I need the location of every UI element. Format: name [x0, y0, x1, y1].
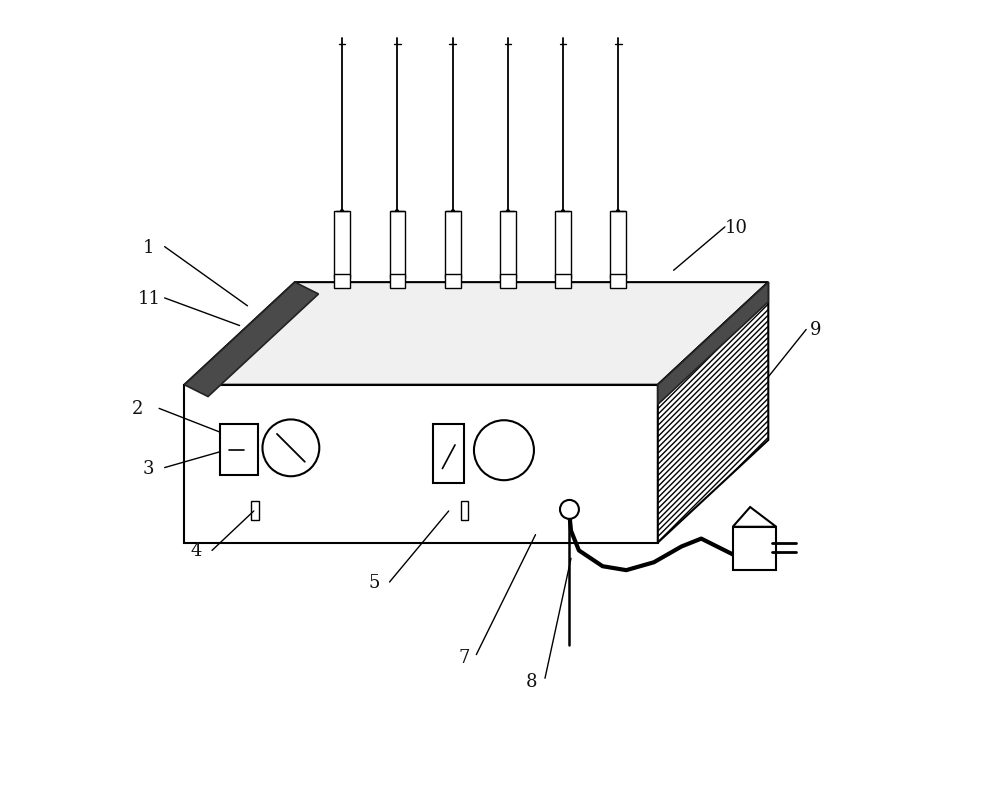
Circle shape [262, 420, 319, 476]
Bar [334, 212, 350, 279]
Text: 3: 3 [143, 459, 155, 477]
Bar [220, 424, 258, 476]
Bar [445, 275, 461, 289]
Bar [461, 501, 468, 520]
Circle shape [474, 421, 534, 480]
Text: 9: 9 [810, 321, 821, 339]
Bar [555, 212, 571, 279]
Polygon shape [733, 508, 776, 527]
Text: 5: 5 [368, 573, 379, 591]
Polygon shape [658, 283, 768, 405]
Bar [390, 275, 405, 289]
Bar [733, 527, 776, 570]
Bar [610, 212, 626, 279]
Text: 10: 10 [725, 219, 748, 237]
Text: 4: 4 [191, 542, 202, 560]
Bar [610, 275, 626, 289]
Polygon shape [658, 283, 768, 543]
Bar [433, 424, 464, 484]
Bar [500, 275, 516, 289]
Bar [251, 501, 259, 520]
Polygon shape [184, 385, 658, 543]
Circle shape [560, 500, 579, 519]
Polygon shape [184, 283, 319, 397]
Text: 7: 7 [459, 648, 470, 666]
Bar [555, 275, 571, 289]
Text: 1: 1 [143, 238, 155, 257]
Polygon shape [184, 283, 768, 385]
Text: 8: 8 [526, 672, 537, 690]
Bar [390, 212, 405, 279]
Bar [500, 212, 516, 279]
Bar [445, 212, 461, 279]
Bar [334, 275, 350, 289]
Text: 2: 2 [131, 400, 143, 418]
Text: 11: 11 [137, 290, 160, 307]
